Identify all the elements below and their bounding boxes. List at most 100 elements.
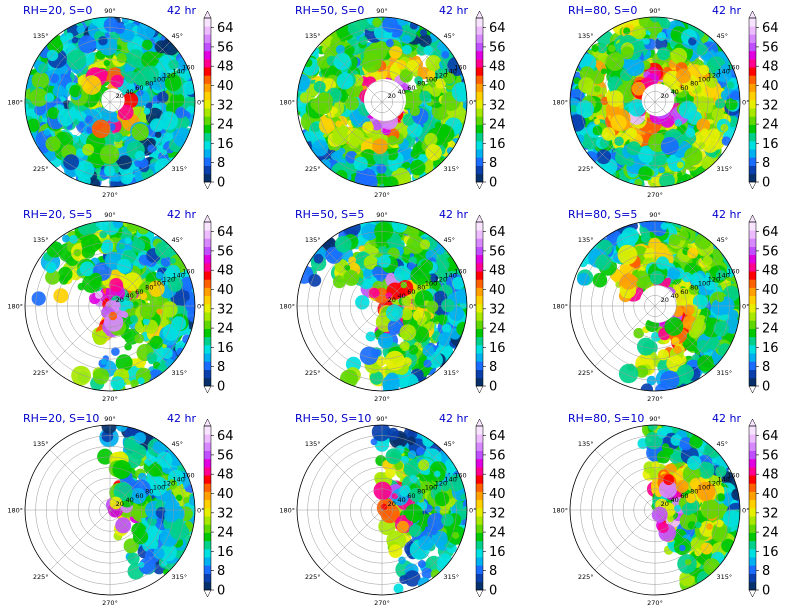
colorbar-segment bbox=[749, 59, 756, 68]
colorbar-segment bbox=[204, 165, 211, 175]
field-cell bbox=[408, 524, 422, 537]
field-cell bbox=[667, 267, 681, 280]
field-cell bbox=[57, 108, 75, 127]
field-cell bbox=[38, 63, 48, 74]
field-cell bbox=[599, 87, 608, 95]
colorbar-segment bbox=[204, 59, 211, 68]
colorbar-tick-label: 8 bbox=[489, 156, 497, 171]
radial-tick-label: 40 bbox=[670, 88, 678, 96]
colorbar-tick-label: 40 bbox=[489, 283, 506, 298]
field-cell bbox=[606, 90, 624, 107]
field-cell bbox=[406, 436, 416, 446]
radial-tick-label: 60 bbox=[407, 288, 415, 296]
field-cell bbox=[660, 137, 679, 155]
field-cell bbox=[650, 176, 658, 184]
field-cell bbox=[660, 222, 668, 230]
colorbar-tick-label: 64 bbox=[762, 225, 779, 240]
field-cell bbox=[670, 47, 688, 65]
colorbar-segment bbox=[204, 549, 211, 558]
angle-tick-label: 45° bbox=[717, 236, 729, 244]
field-cell bbox=[684, 147, 703, 166]
radial-tick-label: 60 bbox=[680, 288, 688, 296]
colorbar-tick-label: 24 bbox=[762, 118, 779, 133]
radial-tick-label: 40 bbox=[125, 496, 133, 504]
colorbar-segment bbox=[749, 271, 756, 280]
radial-tick-label: 40 bbox=[397, 88, 405, 96]
field-cell bbox=[426, 300, 439, 313]
grid-spoke bbox=[321, 101, 383, 163]
colorbar-segment bbox=[476, 304, 483, 313]
colorbar-segment bbox=[204, 491, 211, 501]
field-cell bbox=[402, 34, 411, 44]
colorbar-segment bbox=[204, 557, 211, 566]
colorbar-tick-label: 56 bbox=[762, 40, 779, 55]
angle-tick-label: 0° bbox=[469, 303, 476, 311]
colorbar-segment bbox=[204, 238, 211, 247]
colorbar-extend-bottom bbox=[203, 589, 212, 598]
colorbar-segment bbox=[476, 230, 483, 239]
colorbar-tick-label: 32 bbox=[489, 302, 506, 317]
colorbar-tick-label: 56 bbox=[217, 40, 234, 55]
field-cell bbox=[399, 69, 413, 83]
field-cell bbox=[658, 166, 665, 174]
angle-tick-label: 135° bbox=[305, 32, 321, 40]
field-cell bbox=[333, 52, 351, 71]
colorbar-tick-label: 56 bbox=[217, 448, 234, 463]
colorbar-segment bbox=[749, 320, 756, 329]
colorbar-tick-label: 32 bbox=[762, 98, 779, 113]
field-cell bbox=[730, 90, 740, 101]
field-cell bbox=[137, 89, 144, 97]
colorbar-extend-top bbox=[475, 214, 484, 223]
field-cell bbox=[161, 560, 168, 567]
angle-tick-label: 270° bbox=[647, 191, 663, 199]
colorbar-segment bbox=[749, 132, 756, 142]
colorbar-segment bbox=[204, 287, 211, 297]
colorbar-segment bbox=[749, 328, 756, 338]
colorbar-tick-label: 8 bbox=[489, 360, 497, 375]
panel-time: 42 hr bbox=[439, 4, 468, 17]
field-cell bbox=[130, 315, 138, 324]
field-cell bbox=[640, 383, 654, 391]
angle-tick-label: 180° bbox=[279, 303, 295, 311]
field-cell bbox=[117, 155, 132, 170]
field-cell bbox=[637, 337, 655, 356]
radial-tick-label: 40 bbox=[670, 292, 678, 300]
field-cell bbox=[124, 237, 132, 245]
angle-tick-label: 270° bbox=[374, 191, 390, 199]
colorbar-segment bbox=[204, 516, 211, 525]
field-cell bbox=[82, 143, 94, 156]
colorbar-tick-label: 16 bbox=[217, 341, 234, 356]
angle-tick-label: 0° bbox=[742, 303, 749, 311]
colorbar-segment bbox=[204, 254, 211, 264]
field-cell bbox=[608, 44, 616, 53]
colorbar-segment bbox=[204, 222, 211, 231]
field-cell bbox=[417, 317, 425, 326]
panel-title: RH=20, S=0 bbox=[23, 4, 92, 17]
panel-title: RH=20, S=5 bbox=[23, 208, 92, 221]
colorbar-segment bbox=[476, 116, 483, 125]
colorbar-tick-label: 0 bbox=[762, 176, 770, 191]
radial-tick-label: 100 bbox=[425, 76, 437, 84]
field-cell bbox=[143, 107, 151, 115]
angle-tick-label: 0° bbox=[197, 99, 204, 107]
angle-tick-label: 270° bbox=[102, 599, 118, 607]
colorbar-extend-bottom bbox=[748, 181, 757, 190]
field-cell bbox=[31, 71, 50, 90]
field-cell bbox=[593, 85, 601, 93]
field-cell bbox=[65, 32, 74, 41]
field-cell bbox=[408, 344, 419, 355]
angle-tick-label: 225° bbox=[305, 369, 321, 377]
angle-tick-label: 270° bbox=[374, 599, 390, 607]
field-cell bbox=[570, 104, 578, 113]
field-cell bbox=[430, 86, 441, 97]
field-cell bbox=[387, 427, 400, 441]
field-cell bbox=[135, 360, 144, 369]
field-cell bbox=[388, 544, 403, 558]
field-cell bbox=[374, 221, 394, 241]
colorbar-segment bbox=[204, 295, 211, 305]
radial-tick-label: 20 bbox=[661, 296, 669, 304]
field-cell bbox=[623, 27, 631, 35]
colorbar-tick-label: 40 bbox=[762, 79, 779, 94]
field-cell bbox=[116, 53, 127, 64]
